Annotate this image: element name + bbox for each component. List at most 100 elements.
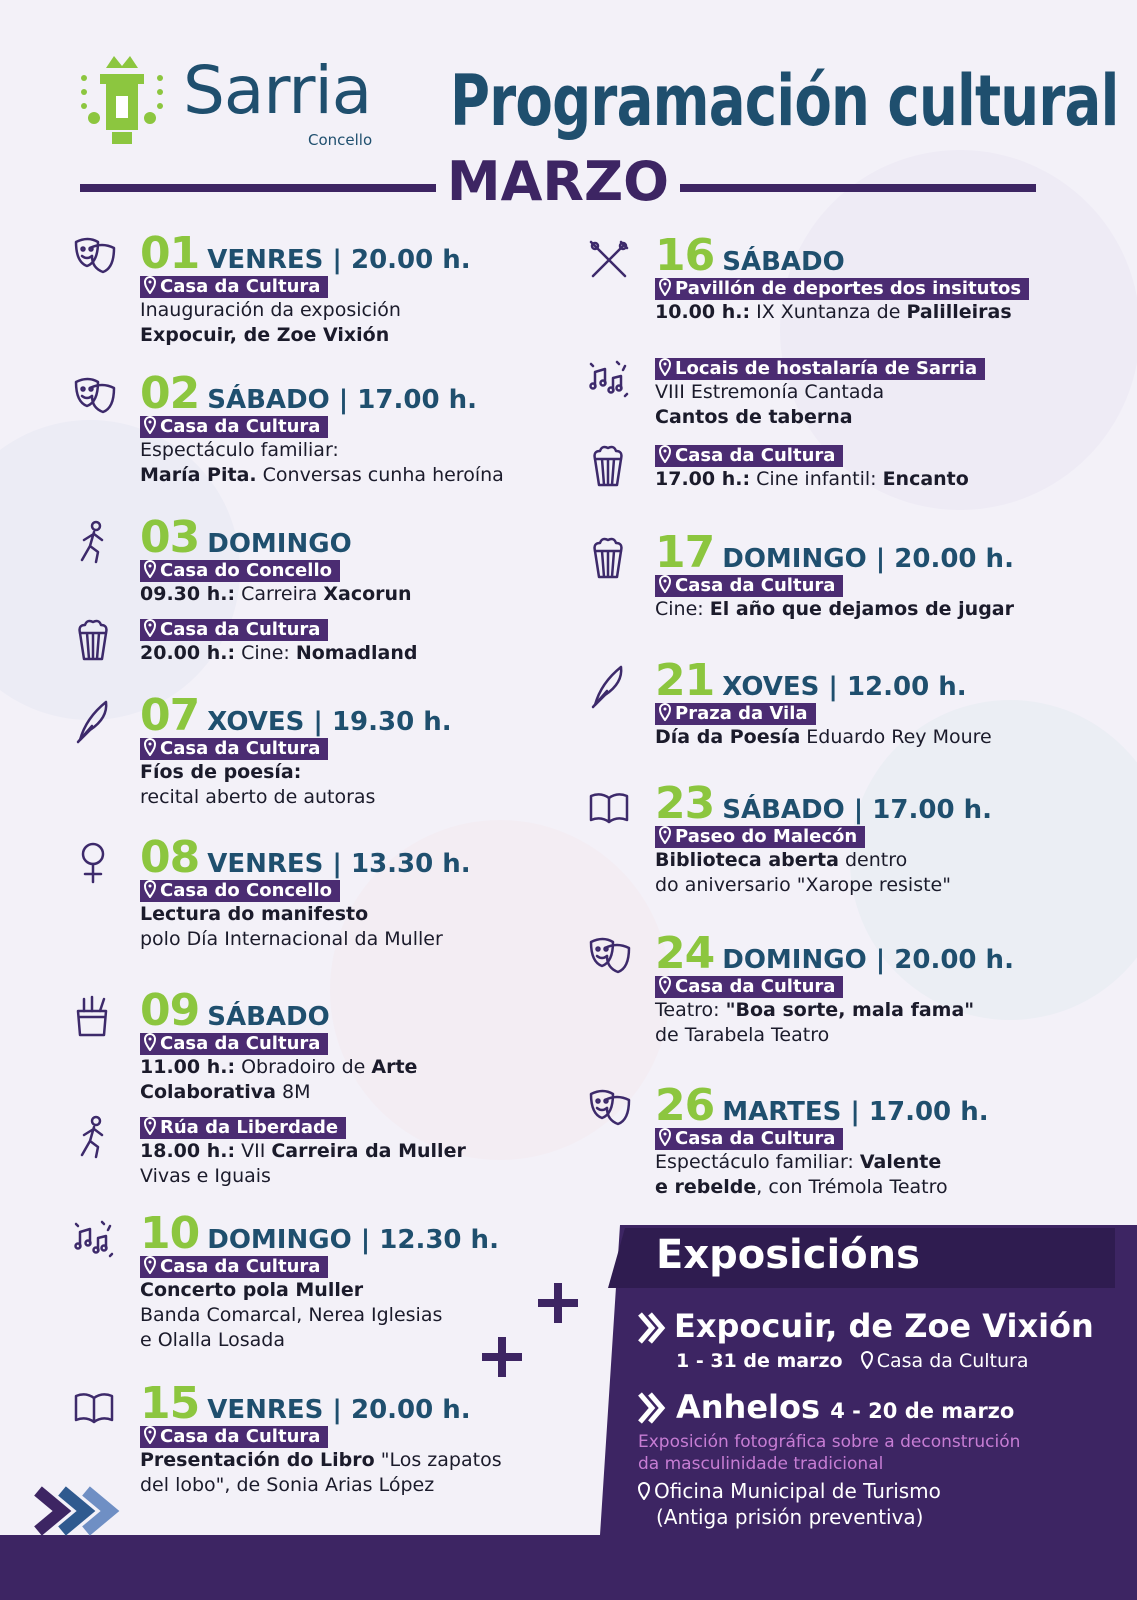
description-line: 10.00 h.: IX Xuntanza de Palilleiras bbox=[655, 300, 1125, 325]
event: Locais de hostalaría de Sarria VIII Estre… bbox=[589, 358, 1125, 442]
description-line: 20.00 h.: Cine: Nomadland bbox=[140, 641, 610, 666]
strong-text: Día da Poesía bbox=[655, 726, 801, 748]
event-icon bbox=[74, 1393, 114, 1424]
pin-icon bbox=[144, 560, 156, 578]
event-item: Pavillón de deportes dos insitutos 10.00 … bbox=[589, 240, 1125, 325]
description-line: Expocuir, de Zoe Vixión bbox=[140, 323, 610, 348]
pin-icon bbox=[144, 1256, 156, 1274]
event-icon bbox=[76, 995, 108, 1037]
description-line: Lectura do manifesto bbox=[140, 902, 610, 927]
text: 8M bbox=[275, 1081, 311, 1103]
description-line: Inauguración da exposición bbox=[140, 298, 610, 323]
description-line: Fíos de poesía: bbox=[140, 760, 610, 785]
description-line: recital aberto de autoras bbox=[140, 785, 610, 810]
pin-icon bbox=[659, 445, 671, 463]
description-line: María Pita. Conversas cunha heroína bbox=[140, 463, 610, 488]
event-day: 10 bbox=[140, 1208, 200, 1259]
event-header: 10 DOMINGO | 12.30 h. bbox=[140, 1208, 610, 1259]
place-tag: Rúa da Liberdade bbox=[140, 1117, 347, 1139]
text: polo Día Internacional da Muller bbox=[140, 928, 443, 950]
event-header: 17 DOMINGO | 20.00 h. bbox=[655, 527, 1125, 578]
event-item: Casa da Cultura 20.00 h.: Cine: Nomadland bbox=[78, 619, 610, 666]
event-when: VENRES | 20.00 h. bbox=[207, 245, 471, 275]
event: 09 SÁBADO Casa da Cultura 11.00 h.: Obradoi… bbox=[76, 985, 610, 1201]
event-when: XOVES | 19.30 h. bbox=[207, 707, 452, 737]
text: dentro bbox=[838, 849, 908, 871]
strong-text: e rebelde bbox=[655, 1176, 757, 1198]
event-item: Paseo do Malecón Biblioteca aberta dentro… bbox=[589, 793, 1125, 898]
event-item: Casa da Cultura Fíos de poesía: recital ab… bbox=[76, 700, 610, 810]
event-icon bbox=[591, 665, 623, 709]
event: 03 DOMINGO Casa do Concello 09.30 h.: Carre… bbox=[78, 512, 610, 678]
event-header: 08 VENRES | 13.30 h. bbox=[140, 832, 610, 883]
place-tag: Pavillón de deportes dos insitutos bbox=[655, 278, 1030, 300]
exhibition-description: Exposición fotográfica sobre a deconstru… bbox=[638, 1431, 1020, 1475]
place-tag: Paseo do Malecón bbox=[655, 826, 866, 848]
event-when: DOMINGO | 20.00 h. bbox=[722, 945, 1014, 975]
description-line: del lobo", de Sonia Arias López bbox=[140, 1473, 610, 1498]
description-line: Concerto pola Muller bbox=[140, 1278, 610, 1303]
event-when: MARTES | 17.00 h. bbox=[722, 1097, 989, 1127]
event-day: 24 bbox=[655, 928, 715, 979]
description-line: Vivas e Iguais bbox=[140, 1164, 610, 1189]
event-header: 03 DOMINGO bbox=[140, 512, 610, 563]
strong-text: 10.00 h.: bbox=[655, 301, 751, 323]
text: Cine: bbox=[655, 598, 710, 620]
exhibition-dates: 1 - 31 de marzo bbox=[676, 1350, 843, 1372]
event-icon bbox=[76, 700, 108, 744]
description-line: Día da Poesía Eduardo Rey Moure bbox=[655, 725, 1125, 750]
place-tag: Casa da Cultura bbox=[655, 445, 844, 467]
text: de Tarabela Teatro bbox=[655, 1024, 830, 1046]
text: VIII Estremonía Cantada bbox=[655, 381, 885, 403]
text: Banda Comarcal, Nerea Iglesias bbox=[140, 1304, 443, 1326]
exhibitions-bg bbox=[0, 1225, 1137, 1600]
place-tag: Casa da Cultura bbox=[140, 619, 329, 641]
description-line: da masculinidade tradicional bbox=[638, 1454, 884, 1474]
place: Rúa da Liberdade bbox=[160, 1117, 339, 1138]
pin-icon bbox=[144, 880, 156, 898]
place: Casa da Cultura bbox=[675, 1128, 836, 1149]
place: Casa da Cultura bbox=[160, 416, 321, 437]
event-icon bbox=[80, 520, 104, 564]
pin-icon bbox=[144, 416, 156, 434]
text: VII bbox=[235, 1140, 272, 1162]
event: 24 DOMINGO | 20.00 h. Casa da Cultura Teatr… bbox=[589, 928, 1125, 1060]
event: 07 XOVES | 19.30 h. Casa da Cultura Fíos de… bbox=[76, 690, 610, 822]
event-day: 17 bbox=[655, 527, 715, 578]
place: Casa da Cultura bbox=[675, 976, 836, 997]
event: 15 VENRES | 20.00 h. Casa da Cultura Presen… bbox=[74, 1378, 610, 1510]
strong-text: Arte bbox=[371, 1056, 418, 1078]
event-icon bbox=[81, 842, 105, 884]
event-header: 21 XOVES | 12.00 h. bbox=[655, 655, 1125, 706]
event-icon bbox=[589, 240, 629, 278]
text: IX Xuntanza de bbox=[750, 301, 907, 323]
event: Casa da Cultura 17.00 h.: Cine infantil: … bbox=[593, 445, 1125, 504]
pin-icon bbox=[144, 738, 156, 756]
strong-text: 18.00 h.: bbox=[140, 1140, 236, 1162]
pin-icon bbox=[659, 278, 671, 296]
logo-icon bbox=[81, 56, 163, 144]
pin-icon bbox=[659, 1128, 671, 1146]
event-item: Praza da Vila Día da Poesía Eduardo Rey M… bbox=[591, 665, 1125, 750]
exhibitions-title: Exposicións bbox=[656, 1232, 920, 1278]
strong-text: Colaborativa bbox=[140, 1081, 276, 1103]
event: 17 DOMINGO | 20.00 h. Casa da Cultura Cine:… bbox=[593, 527, 1125, 634]
strong-text: Biblioteca aberta bbox=[655, 849, 839, 871]
event-header: 01 VENRES | 20.00 h. bbox=[140, 228, 610, 279]
strong-text: 09.30 h.: bbox=[140, 583, 236, 605]
place-tag: Casa da Cultura bbox=[655, 1128, 844, 1150]
text: , con Trémola Teatro bbox=[756, 1176, 948, 1198]
place-line: Oficina Municipal de Turismo bbox=[654, 1479, 941, 1503]
text: Obradoiro de bbox=[235, 1056, 372, 1078]
exhibition-place: Oficina Municipal de Turismo (Antiga pris… bbox=[638, 1478, 941, 1530]
event-item: Casa da Cultura Teatro: "Boa sorte, mala … bbox=[589, 937, 1125, 1048]
event-item: Casa da Cultura Concerto pola Muller Banda… bbox=[74, 1220, 610, 1353]
strong-text: Lectura do manifesto bbox=[140, 903, 369, 925]
place: Casa da Cultura bbox=[160, 738, 321, 759]
event-item: Casa da Cultura Espectáculo familiar: Val… bbox=[589, 1089, 1125, 1200]
event-item: Casa da Cultura Cine: El año que dejamos … bbox=[593, 537, 1125, 622]
pin-icon bbox=[144, 1117, 156, 1135]
description-line: Exposición fotográfica sobre a deconstru… bbox=[638, 1432, 1021, 1452]
text: del lobo", de Sonia Arias López bbox=[140, 1474, 435, 1496]
strong-text: Nomadland bbox=[295, 642, 418, 664]
